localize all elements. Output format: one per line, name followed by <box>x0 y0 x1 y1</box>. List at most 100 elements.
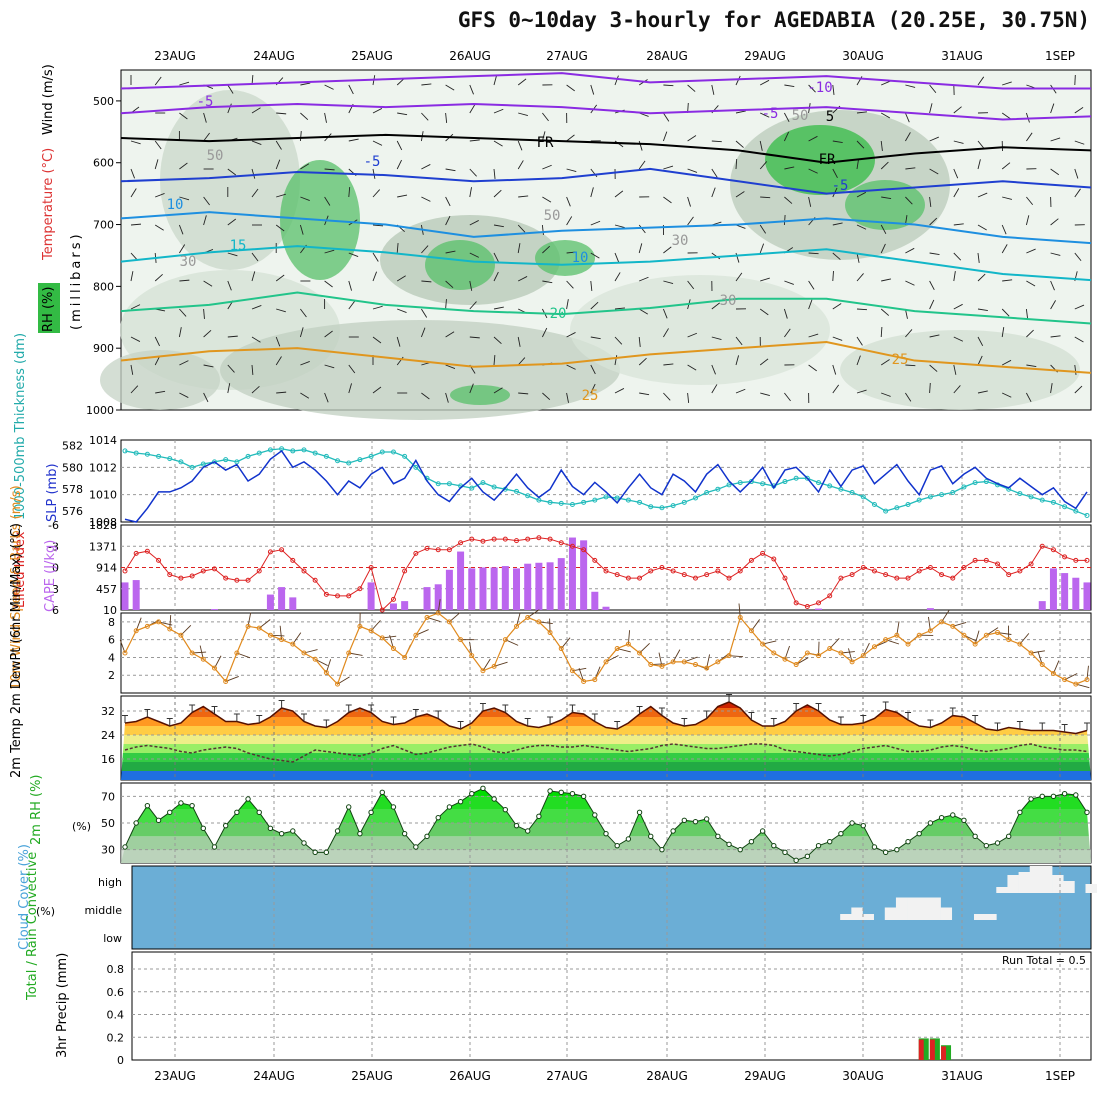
wind-barb <box>808 252 819 255</box>
thickness-point <box>1039 497 1045 503</box>
wind-barb <box>566 332 576 338</box>
wind-barb <box>251 188 259 198</box>
cape-bar <box>210 609 218 610</box>
rh-point <box>726 841 732 848</box>
rh-point <box>569 790 576 797</box>
wind-barb <box>832 168 838 179</box>
thickness-point <box>916 497 922 503</box>
wind-barb <box>929 168 939 175</box>
wind-barb <box>517 160 524 170</box>
ylabel-rh: RH (%) <box>41 287 56 332</box>
wind-speed-point <box>458 637 464 643</box>
wind-barb <box>227 335 238 338</box>
rh-point <box>379 789 385 796</box>
wind-barb <box>590 252 600 259</box>
wind-barb <box>445 112 448 123</box>
li-point <box>1073 557 1079 563</box>
li-point <box>279 547 285 553</box>
wind-barb <box>614 252 620 263</box>
rh-point <box>849 820 855 826</box>
li-point <box>558 540 564 546</box>
wind-tick-label: 4 <box>108 651 115 664</box>
wind-speed-point <box>502 637 508 643</box>
cape-bar <box>490 567 498 610</box>
wind-barb <box>445 331 455 338</box>
wind-speed-point <box>335 681 341 687</box>
wind-barb <box>300 163 310 170</box>
rh-point <box>357 830 363 837</box>
wind-barb <box>881 392 891 397</box>
wind-barb <box>953 168 959 179</box>
thickness-point <box>614 495 620 501</box>
rh-point <box>222 822 229 829</box>
wind-barb <box>203 392 209 403</box>
li-point <box>972 557 978 563</box>
wind-barb <box>566 134 575 142</box>
rh-point <box>894 846 900 853</box>
wind-barb <box>784 166 795 170</box>
wind-barb <box>687 168 698 173</box>
contour-label: 30 <box>180 254 197 270</box>
li-point <box>525 536 531 542</box>
cape-bar <box>389 603 397 610</box>
wind-speed-point <box>156 619 162 625</box>
wind-barb <box>953 106 962 114</box>
li-point <box>379 607 385 613</box>
rh-point <box>1017 809 1023 816</box>
thickness-point <box>592 497 598 503</box>
wind-speed-point <box>189 650 195 656</box>
wind-barb <box>493 271 499 282</box>
rh-point <box>838 830 844 837</box>
wind-barb <box>227 218 237 226</box>
thickness-point <box>871 502 877 508</box>
wind-barb <box>711 364 716 375</box>
wind-speed-point <box>122 650 128 656</box>
wind-barb <box>227 103 232 114</box>
thickness-point <box>558 500 564 506</box>
wind-speed-point <box>256 625 262 631</box>
date-label-bottom: 1SEP <box>1045 1069 1075 1083</box>
wind-barb <box>1002 392 1012 398</box>
cape-bar <box>367 582 375 610</box>
cape-bar <box>121 582 129 610</box>
cape-bar <box>423 587 431 610</box>
wind-barb <box>542 164 552 170</box>
rh-point <box>961 817 967 824</box>
rh-tick-label: 30 <box>101 844 115 857</box>
wind-barb <box>421 392 430 400</box>
wind-barb <box>784 196 793 204</box>
wind-barb <box>1074 140 1085 145</box>
wind-speed-point <box>279 637 285 643</box>
date-label-bottom: 26AUG <box>449 1069 491 1083</box>
wind-speed-point <box>771 650 777 656</box>
rh-point <box>245 796 251 802</box>
thickness-point <box>905 502 911 508</box>
wind-barb <box>977 76 985 86</box>
wind-barb <box>421 164 431 170</box>
wind-barb <box>445 196 451 207</box>
rh-point <box>178 800 184 806</box>
contour-label: -5 <box>197 94 214 110</box>
wind-barb <box>832 336 843 341</box>
wind-barb <box>324 168 335 171</box>
wind-barb <box>1026 392 1032 403</box>
wind-barb <box>711 84 715 95</box>
rh-point <box>827 838 833 845</box>
rh-point <box>1084 809 1090 816</box>
rh-point <box>401 830 408 837</box>
wind-barb <box>154 224 164 231</box>
rh-point <box>916 830 922 837</box>
cloud-middle <box>851 907 863 920</box>
p-tick-label: 1000 <box>86 404 114 417</box>
wind-speed-point <box>1062 677 1068 683</box>
wind-speed-point <box>435 610 441 616</box>
wind-barb <box>1001 308 1010 317</box>
thickness-point <box>883 508 889 514</box>
li-point <box>1028 561 1034 567</box>
thickness-point <box>133 450 139 456</box>
wind-barb <box>251 336 261 343</box>
wind-barb <box>421 245 429 254</box>
wind-barb <box>227 280 232 291</box>
wind-barb <box>300 392 310 399</box>
slp-frame <box>120 439 1092 523</box>
